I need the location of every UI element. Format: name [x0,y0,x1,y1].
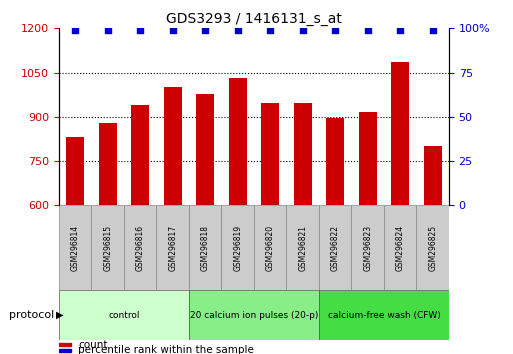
Point [233,27,242,33]
Bar [384,205,417,290]
Bar [254,205,286,290]
Bar [131,105,149,205]
Point [364,27,372,33]
Bar [124,205,156,290]
Text: count: count [78,340,108,350]
Bar [156,205,189,290]
Bar [261,103,279,205]
Title: GDS3293 / 1416131_s_at: GDS3293 / 1416131_s_at [166,12,342,26]
Bar [391,62,409,205]
Text: GSM296821: GSM296821 [298,225,307,271]
Text: protocol: protocol [9,310,54,320]
Bar [59,349,71,352]
Text: GSM296814: GSM296814 [71,225,80,271]
Point [428,27,437,33]
Text: GSM296825: GSM296825 [428,225,437,271]
Text: GSM296816: GSM296816 [136,225,145,271]
Point [266,27,274,33]
Bar [286,205,319,290]
Bar [164,87,182,205]
Bar [66,137,84,205]
Bar [417,205,449,290]
Bar [424,146,442,205]
Text: percentile rank within the sample: percentile rank within the sample [78,346,254,354]
Bar [229,78,247,205]
Point [201,27,209,33]
Bar [189,290,319,340]
Bar [319,205,351,290]
Text: GSM296818: GSM296818 [201,225,210,271]
Bar [319,290,449,340]
Point [331,27,339,33]
Bar [91,205,124,290]
Text: GSM296815: GSM296815 [103,225,112,271]
Bar [294,103,311,205]
Text: GSM296824: GSM296824 [396,225,405,271]
Bar [196,94,214,205]
Bar [189,205,222,290]
Text: GSM296819: GSM296819 [233,225,242,271]
Bar [222,205,254,290]
Text: calcium-free wash (CFW): calcium-free wash (CFW) [327,310,440,320]
Bar [351,205,384,290]
Bar [59,205,91,290]
Bar [59,343,71,346]
Bar [359,112,377,205]
Point [71,27,80,33]
Text: GSM296822: GSM296822 [331,225,340,271]
Text: GSM296817: GSM296817 [168,225,177,271]
Text: 20 calcium ion pulses (20-p): 20 calcium ion pulses (20-p) [190,310,318,320]
Point [299,27,307,33]
Bar [326,118,344,205]
Text: GSM296820: GSM296820 [266,225,274,271]
Bar [99,123,116,205]
Bar [59,290,189,340]
Text: ▶: ▶ [56,310,64,320]
Point [169,27,177,33]
Text: control: control [108,310,140,320]
Point [136,27,144,33]
Point [396,27,404,33]
Text: GSM296823: GSM296823 [363,225,372,271]
Point [104,27,112,33]
